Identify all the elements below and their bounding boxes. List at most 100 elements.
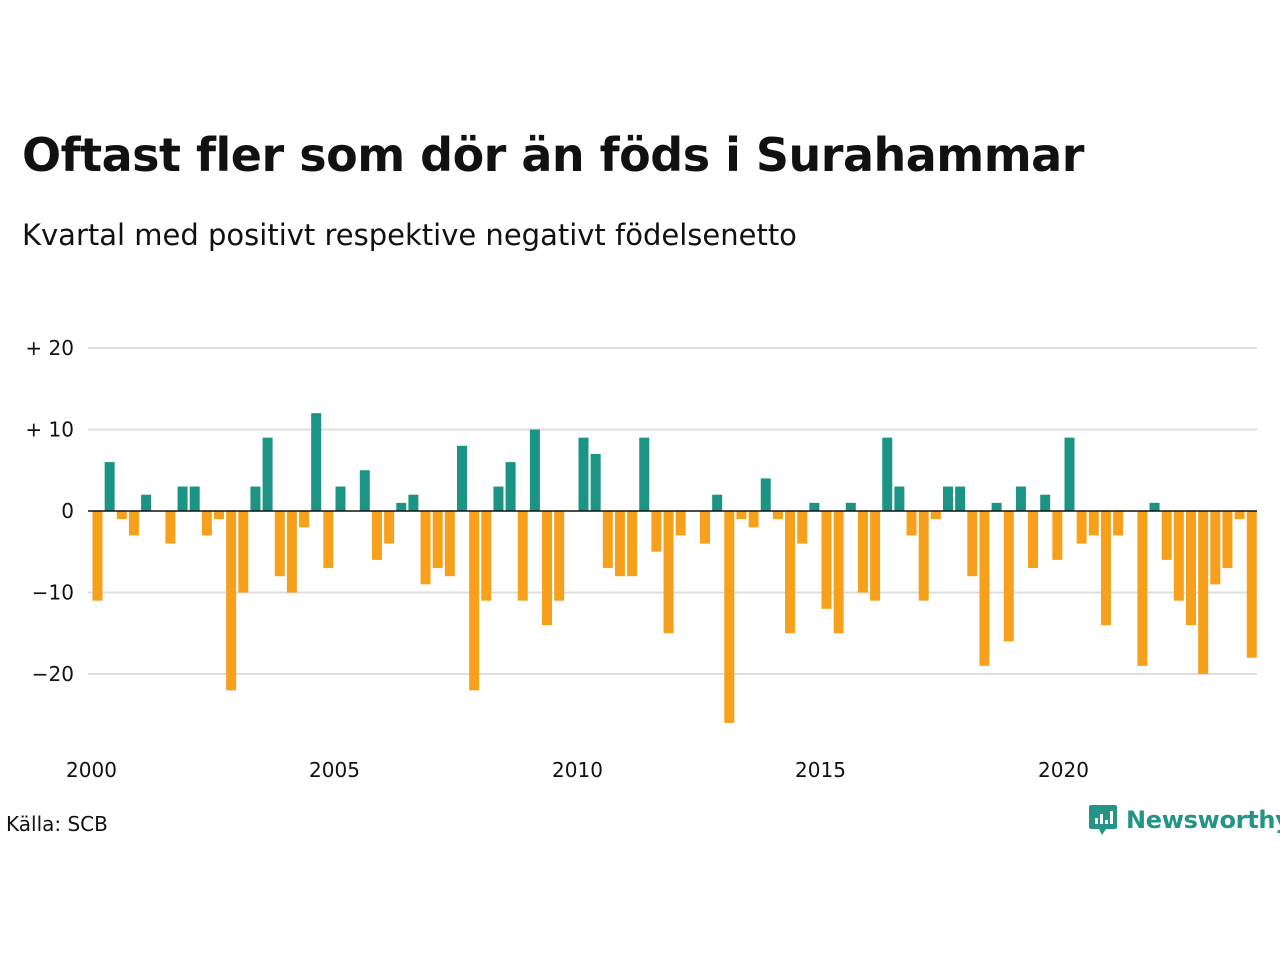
bar-negative (772, 511, 783, 520)
bar-positive (845, 502, 856, 511)
y-tick-label: + 10 (25, 418, 74, 442)
bar-positive (250, 486, 261, 511)
bar-positive (177, 486, 188, 511)
chart-subtitle: Kvartal med positivt respektive negativt… (22, 218, 797, 252)
bar-negative (165, 511, 176, 544)
bar-positive (882, 437, 893, 511)
brand-logo: Newsworthy (1088, 803, 1280, 837)
bar-negative (1173, 511, 1184, 601)
bar-negative (116, 511, 127, 520)
bar-negative (833, 511, 844, 634)
bar-positive (1149, 502, 1160, 511)
bar-positive (590, 453, 601, 511)
bar-negative (481, 511, 492, 601)
bar-negative (384, 511, 395, 544)
bar-negative (785, 511, 796, 634)
bar-negative (1076, 511, 1087, 544)
bar-positive (104, 462, 115, 511)
y-tick-label: −20 (32, 662, 74, 686)
bar-negative (906, 511, 917, 536)
bar-negative (651, 511, 662, 552)
bar-negative (1100, 511, 1111, 626)
bar-negative (444, 511, 455, 577)
bar-negative (1222, 511, 1233, 569)
bar-negative (128, 511, 139, 536)
bar-positive (262, 437, 273, 511)
x-axis-tick-labels: 2000 2005 2010 2015 2020 (66, 758, 1089, 782)
bar-negative (226, 511, 237, 691)
bar-positive (1064, 437, 1075, 511)
bar-positive (760, 478, 771, 511)
bar-negative (274, 511, 285, 577)
bar-negative (1210, 511, 1221, 585)
bar-positive (396, 502, 407, 511)
bar-positive (809, 502, 820, 511)
bar-negative (469, 511, 480, 691)
bar-negative (675, 511, 686, 536)
bar-negative (724, 511, 735, 723)
bar-negative (299, 511, 310, 528)
bar-negative (1028, 511, 1039, 569)
bar-negative (238, 511, 249, 593)
bar-positive (189, 486, 200, 511)
bar-negative (700, 511, 710, 544)
bar-negative (1198, 511, 1209, 674)
x-tick-label: 2020 (1038, 758, 1089, 782)
source-note: Källa: SCB (6, 812, 108, 836)
bar-negative (214, 511, 224, 520)
bar-negative (1052, 511, 1063, 560)
bar-positive (991, 502, 1002, 511)
bar-negative (1186, 511, 1196, 626)
bar-negative (870, 511, 881, 601)
bar-negative (1137, 511, 1148, 666)
bar-chart: + 20 + 10 0 −10 −20 2000 2005 2010 2015 2020 (25, 336, 1257, 782)
bar-negative (1003, 511, 1014, 642)
y-tick-label: 0 (61, 499, 74, 523)
bar-negative (286, 511, 297, 593)
x-tick-label: 2005 (309, 758, 360, 782)
bar-negative (967, 511, 978, 577)
y-tick-label: −10 (32, 581, 74, 605)
bar-positive (712, 494, 723, 511)
bar-positive (311, 413, 322, 511)
bar-positive (955, 486, 966, 511)
bar-negative (821, 511, 832, 609)
bar-negative (371, 511, 382, 560)
bar-negative (323, 511, 334, 569)
bar-negative (432, 511, 443, 569)
bar-negative (930, 511, 941, 520)
bar-positive (578, 437, 589, 511)
bars (92, 413, 1257, 723)
bar-negative (614, 511, 625, 577)
bar-negative (1246, 511, 1257, 658)
bar-negative (797, 511, 808, 544)
x-tick-label: 2015 (795, 758, 846, 782)
bar-positive (408, 494, 419, 511)
bar-positive (943, 486, 953, 511)
y-axis-tick-labels: + 20 + 10 0 −10 −20 (25, 336, 74, 686)
bar-negative (736, 511, 747, 520)
bar-positive (894, 486, 905, 511)
bar-positive (505, 462, 516, 511)
bar-negative (1234, 511, 1245, 520)
bar-negative (1113, 511, 1124, 536)
bar-positive (493, 486, 504, 511)
bar-negative (627, 511, 638, 577)
brand-name: Newsworthy (1126, 806, 1280, 834)
x-tick-label: 2000 (66, 758, 117, 782)
bar-negative (857, 511, 868, 593)
x-tick-label: 2010 (552, 758, 603, 782)
bar-negative (748, 511, 759, 528)
bar-negative (201, 511, 212, 536)
bar-positive (639, 437, 650, 511)
bar-positive (529, 429, 540, 511)
bar-negative (918, 511, 929, 601)
bar-negative (1088, 511, 1099, 536)
newsworthy-logo-icon (1089, 805, 1117, 835)
bar-negative (420, 511, 431, 585)
bar-positive (457, 445, 467, 511)
chart-title: Oftast fler som dör än föds i Surahammar (22, 128, 1084, 182)
bar-negative (602, 511, 613, 569)
bar-negative (92, 511, 103, 601)
bar-positive (359, 470, 370, 511)
